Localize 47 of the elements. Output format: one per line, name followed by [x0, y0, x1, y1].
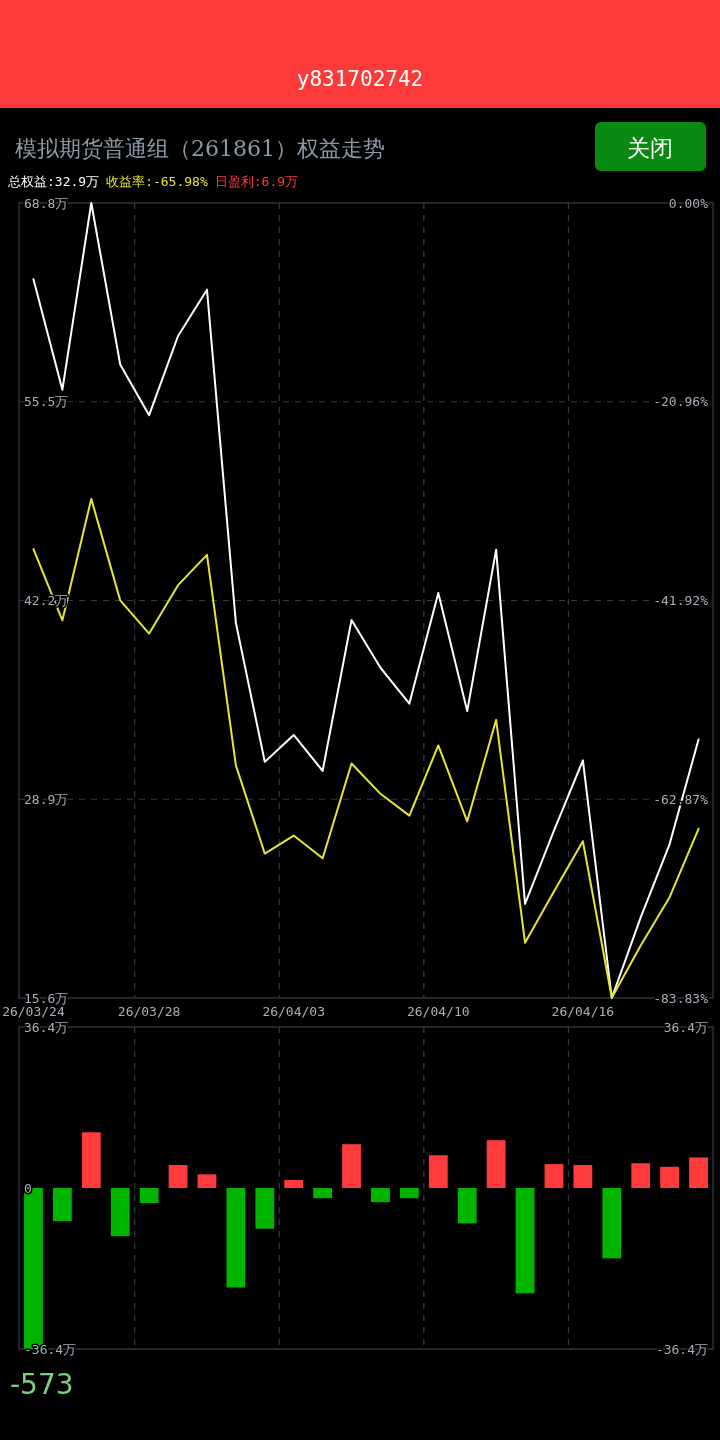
y2-tick-label: -83.83%	[653, 990, 709, 1006]
bar	[81, 1132, 101, 1188]
bar	[52, 1188, 72, 1222]
y2-tick-label: -36.4万	[655, 1341, 708, 1357]
bar	[313, 1188, 333, 1199]
bar	[284, 1180, 304, 1188]
y-tick-label: 36.4万	[24, 1019, 69, 1035]
text: y831702742	[296, 67, 424, 91]
bar	[544, 1164, 564, 1188]
y-tick-label: 68.8万	[24, 195, 69, 211]
y2-tick-label: -20.96%	[653, 394, 709, 410]
x-tick-label: 26/03/28	[117, 1004, 181, 1019]
bar	[110, 1188, 130, 1237]
y2-tick-label: 36.4万	[663, 1019, 708, 1035]
x-tick-label: 26/03/24	[2, 1004, 65, 1019]
bar	[631, 1163, 651, 1188]
bar	[486, 1140, 506, 1188]
bar	[689, 1157, 708, 1188]
bar	[515, 1188, 535, 1294]
y-tick-label: 15.6万	[24, 990, 69, 1006]
bar	[139, 1188, 159, 1204]
bar	[457, 1188, 477, 1224]
bar	[399, 1188, 419, 1199]
text: 收益率:-65.98%	[106, 174, 208, 189]
bar	[573, 1165, 593, 1188]
text: -573	[10, 1368, 74, 1401]
bar	[371, 1188, 390, 1203]
text: 日盈利:6.9万	[214, 174, 299, 189]
y-tick-label: -36.4万	[24, 1341, 77, 1357]
bar	[255, 1188, 275, 1229]
bar	[428, 1155, 448, 1188]
x-tick-label: 26/04/03	[262, 1004, 326, 1019]
chart-title: 模拟期货普通组（261861）权益走势	[15, 136, 385, 161]
text: 关闭	[627, 135, 673, 161]
bar	[660, 1166, 680, 1188]
y-tick-label: 28.9万	[24, 791, 69, 807]
bar	[168, 1165, 188, 1188]
series-label: 总权益:32.9万	[7, 174, 100, 189]
bar	[342, 1144, 361, 1188]
y2-tick-label: 0.00%	[668, 195, 709, 211]
x-tick-label: 26/04/10	[406, 1004, 470, 1019]
x-tick-label: 26/04/16	[551, 1004, 615, 1019]
y2-tick-label: -41.92%	[653, 593, 709, 609]
bar	[602, 1188, 622, 1259]
y-tick-label: 55.5万	[24, 394, 69, 410]
bar	[226, 1188, 246, 1288]
bar	[197, 1174, 217, 1188]
